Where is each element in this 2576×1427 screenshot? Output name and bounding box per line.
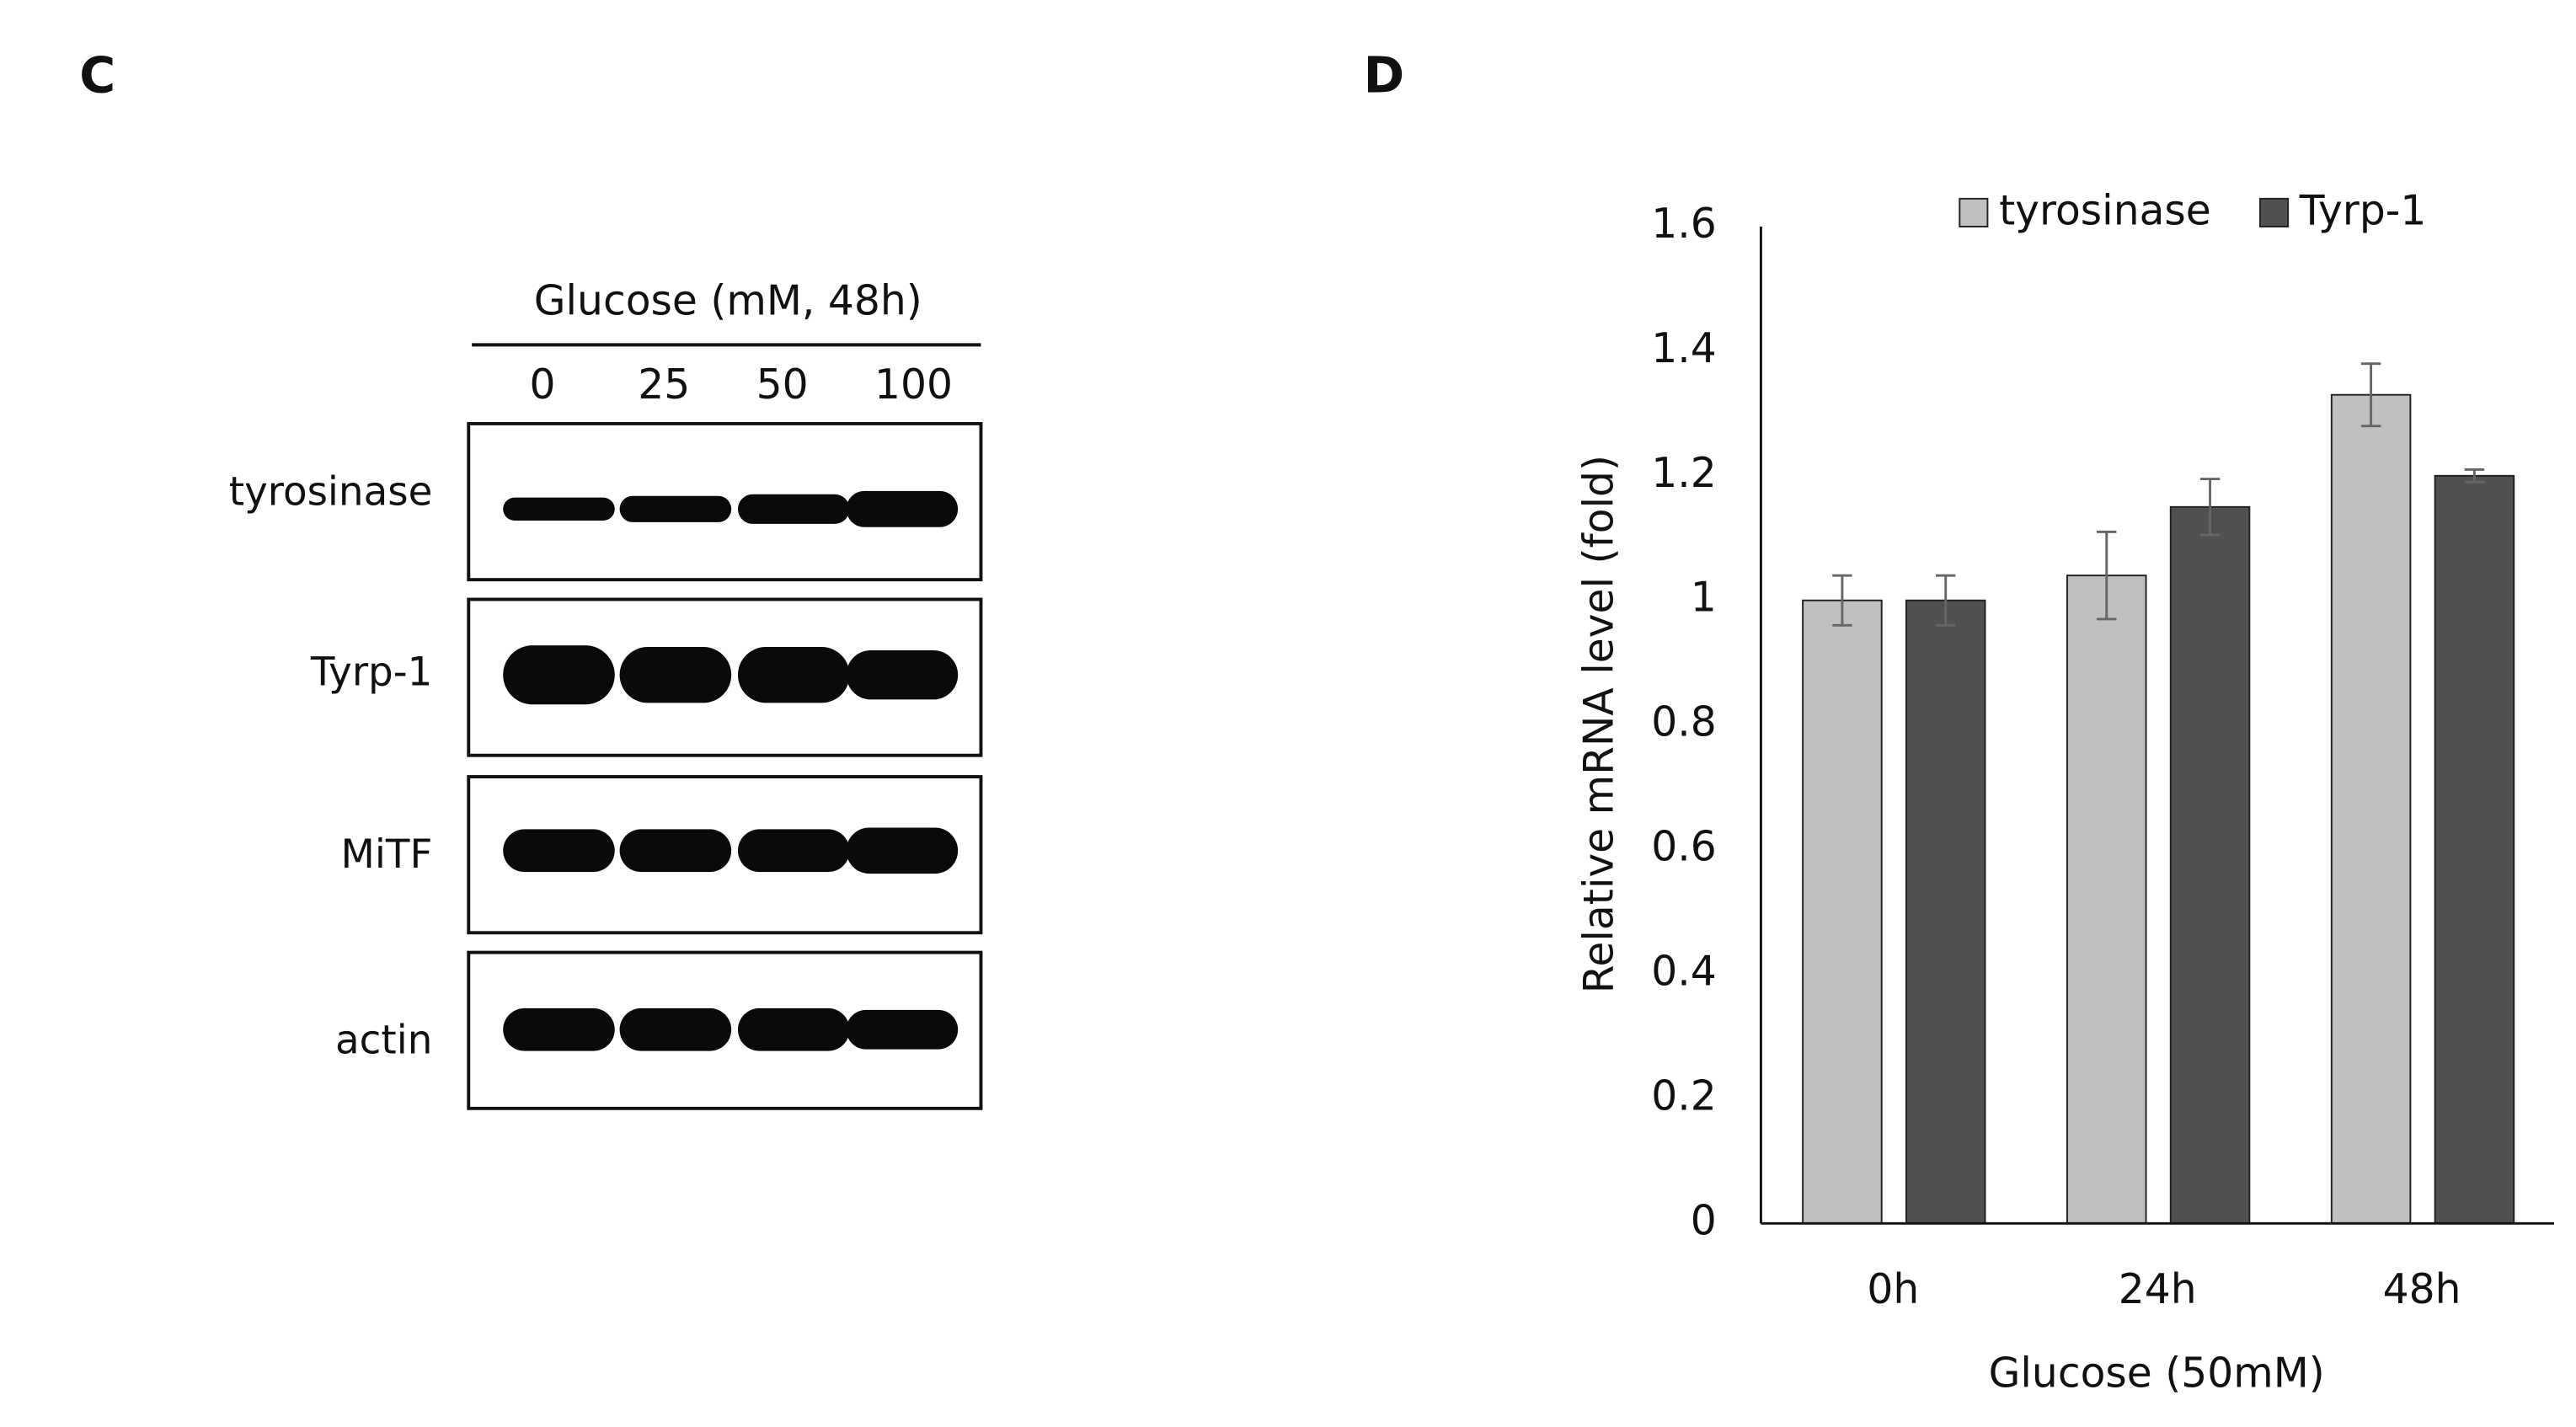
bar xyxy=(2434,474,2515,1225)
legend-swatch xyxy=(2259,197,2290,227)
error-bar xyxy=(2097,530,2117,621)
y-tick-label: 0.8 xyxy=(1651,699,1716,746)
error-bar xyxy=(2199,478,2221,537)
blot-band xyxy=(619,495,732,522)
blot-band xyxy=(619,1007,732,1051)
bar xyxy=(2330,393,2412,1225)
bar xyxy=(2066,575,2147,1225)
legend-label: tyrosinase xyxy=(1999,187,2211,234)
lane-label: 50 xyxy=(756,361,809,409)
lane-label: 25 xyxy=(638,361,690,409)
bar xyxy=(2169,505,2251,1225)
bar xyxy=(1905,599,1986,1225)
y-tick-label: 1.6 xyxy=(1651,200,1716,248)
blot-band xyxy=(503,645,615,705)
panel-label: D xyxy=(1364,47,1405,104)
blot-band xyxy=(737,829,850,873)
error-bar xyxy=(1832,574,1852,627)
y-tick-label: 0.4 xyxy=(1651,948,1716,995)
y-axis-label: Relative mRNA level (fold) xyxy=(1575,455,1622,993)
panel-label: C xyxy=(79,47,115,104)
row-label: actin xyxy=(335,1018,432,1063)
row-label: tyrosinase xyxy=(229,469,433,515)
y-tick-label: 1.2 xyxy=(1651,450,1716,497)
blot-band xyxy=(503,829,615,873)
blot-band xyxy=(619,647,732,703)
blot-band xyxy=(737,494,850,524)
row-label: Tyrp-1 xyxy=(310,650,433,696)
y-tick-label: 0 xyxy=(1691,1197,1717,1244)
x-tick-label: 24h xyxy=(2119,1266,2197,1313)
blot-header: Glucose (mM, 48h) xyxy=(534,278,922,325)
error-bar xyxy=(2464,468,2485,484)
lane-label: 0 xyxy=(529,361,555,409)
blot-band xyxy=(737,1007,850,1051)
blot-band xyxy=(846,649,959,700)
x-axis-label: Glucose (50mM) xyxy=(1989,1350,2325,1398)
legend-label: Tyrp-1 xyxy=(2299,187,2427,234)
y-tick-label: 0.6 xyxy=(1651,824,1716,871)
error-bar xyxy=(2360,362,2381,428)
x-tick-label: 48h xyxy=(2383,1266,2461,1313)
blot-band xyxy=(737,647,850,703)
row-label: MiTF xyxy=(341,832,433,878)
y-tick-label: 1.4 xyxy=(1651,325,1716,372)
blot-band xyxy=(503,497,615,521)
blot-band xyxy=(846,1009,959,1050)
legend-swatch xyxy=(1959,197,1989,227)
error-bar xyxy=(1936,574,1956,627)
y-tick-label: 1 xyxy=(1691,575,1717,622)
blot-band xyxy=(846,827,959,874)
blot-band xyxy=(846,490,959,527)
bar xyxy=(1802,599,1883,1225)
x-tick-label: 0h xyxy=(1867,1266,1919,1313)
blot-band xyxy=(503,1007,615,1051)
y-tick-label: 0.2 xyxy=(1651,1072,1716,1120)
blot-band xyxy=(619,829,732,873)
lane-label: 100 xyxy=(874,361,953,409)
